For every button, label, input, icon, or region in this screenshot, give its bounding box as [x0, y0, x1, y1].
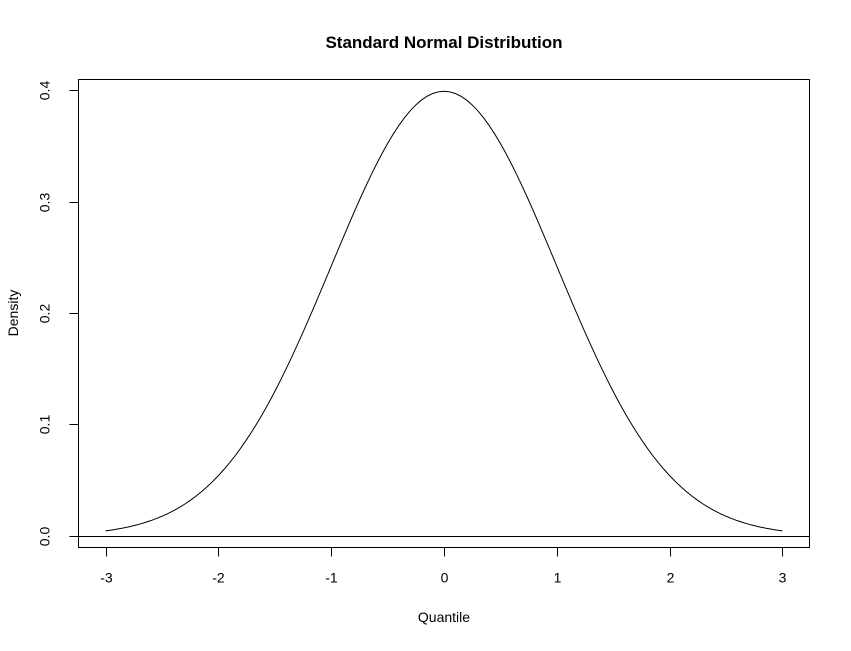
x-tick-label: 2: [667, 570, 675, 586]
y-axis-label: Density: [5, 290, 21, 337]
y-tick-label: 0.3: [37, 193, 53, 213]
chart-title: Standard Normal Distribution: [325, 33, 562, 52]
y-tick-label: 0.0: [37, 527, 53, 547]
x-axis-label: Quantile: [418, 609, 470, 625]
x-tick-label: 1: [554, 570, 562, 586]
density-curve: [105, 90, 783, 532]
x-axis: -3 -2 -1 0 1 2 3: [100, 547, 787, 586]
y-axis: 0.0 0.1 0.2 0.3 0.4: [37, 81, 79, 547]
y-tick-label: 0.1: [37, 415, 53, 435]
y-tick-label: 0.2: [37, 304, 53, 324]
x-tick-label: -1: [325, 570, 338, 586]
x-tick-label: -2: [212, 570, 225, 586]
x-tick-label: 0: [441, 570, 449, 586]
x-tick-label: 3: [779, 570, 787, 586]
plot-box: [78, 79, 810, 548]
y-tick-label: 0.4: [37, 81, 53, 101]
x-tick-label: -3: [100, 570, 113, 586]
